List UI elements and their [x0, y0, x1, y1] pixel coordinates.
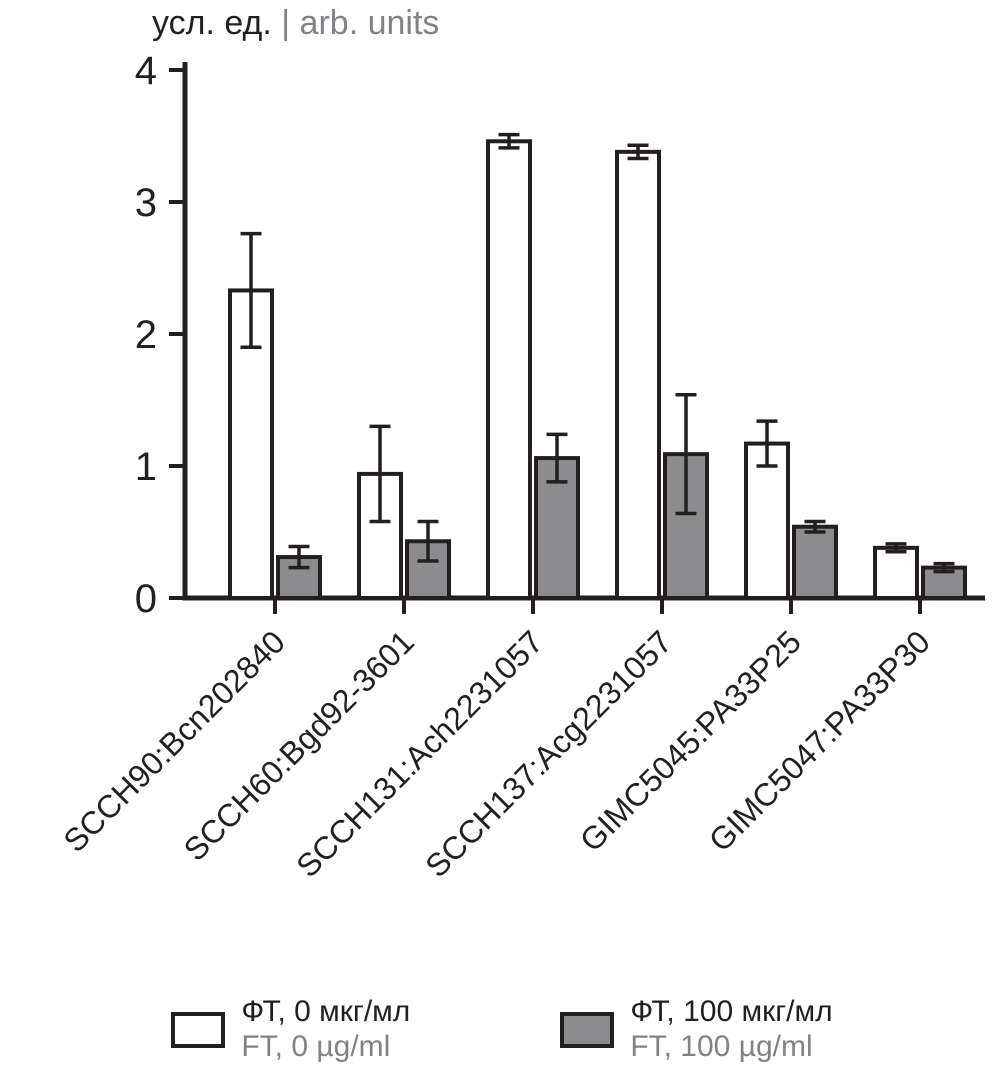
x-category-label: GIMC5047:PA33P30 [702, 623, 937, 858]
legend-swatch-gray [560, 1011, 615, 1048]
legend-label-ru-0: ФТ, 0 мкг/мл [241, 995, 411, 1028]
legend-item-series-1: ФТ, 100 мкг/мл FT, 100 µg/ml [560, 995, 833, 1064]
legend-item-series-0: ФТ, 0 мкг/мл FT, 0 µg/ml [171, 995, 410, 1064]
y-axis-title-en: arb. units [299, 4, 440, 42]
x-category-label: SCCH131:Ach2231057 [289, 623, 550, 884]
y-tick-label: 2 [135, 313, 157, 357]
y-tick-label: 1 [135, 445, 157, 489]
x-category-label: SCCH60:Bgd92-3601 [177, 623, 421, 867]
legend: ФТ, 0 мкг/мл FT, 0 µg/ml ФТ, 100 мкг/мл … [0, 995, 1004, 1064]
x-category-label: SCCH137:Acg2231057 [418, 623, 679, 884]
legend-label-en-0: FT, 0 µg/ml [241, 1029, 391, 1063]
x-category-label: GIMC5045:PA33P25 [573, 623, 808, 858]
bar [873, 545, 919, 601]
y-tick-label: 0 [135, 577, 157, 621]
legend-label-en-1: FT, 100 µg/ml [630, 1029, 813, 1063]
y-tick-label: 3 [135, 181, 157, 225]
legend-swatch-white [171, 1011, 226, 1048]
legend-label-ru-1: ФТ, 100 мкг/мл [630, 995, 833, 1028]
y-axis-title-ru: усл. ед. [152, 4, 272, 42]
bar [486, 139, 532, 600]
bar-chart: 0 1 2 3 4 SCCH90:Bcn202840SCCH60:Bgd92-3601SC… [56, 49, 985, 884]
y-tick-label: 4 [135, 49, 157, 93]
y-axis-title: усл. ед. | arb. units [152, 4, 439, 43]
y-axis-title-separator: | [281, 4, 291, 42]
bar [792, 524, 838, 600]
x-category-label: SCCH90:Bcn202840 [56, 623, 292, 859]
bar [615, 149, 661, 600]
